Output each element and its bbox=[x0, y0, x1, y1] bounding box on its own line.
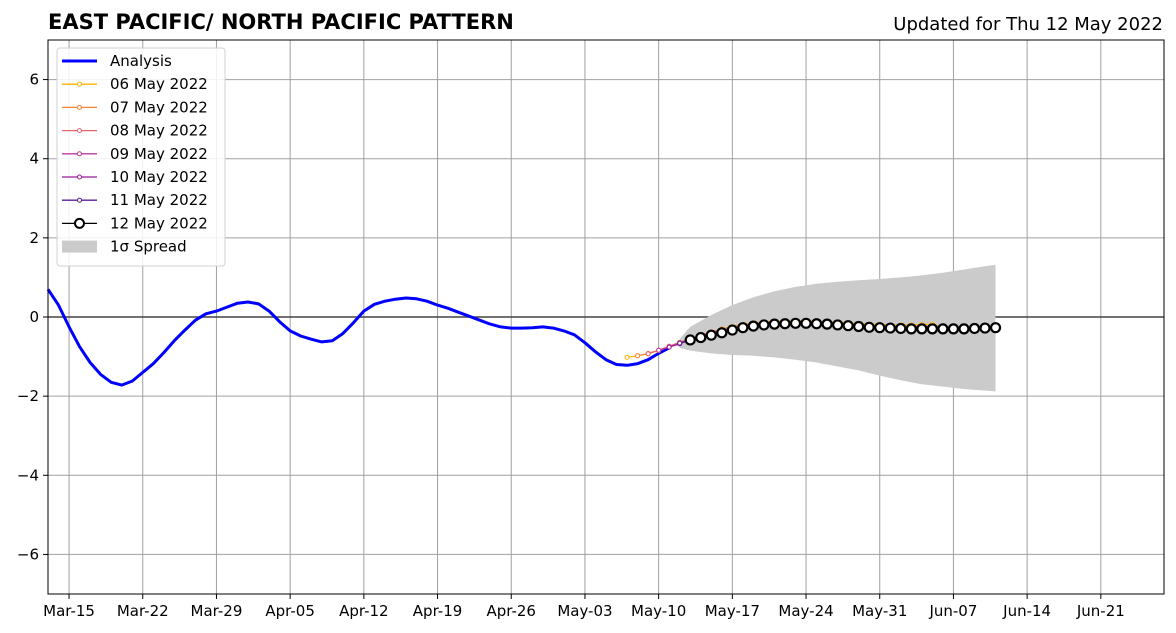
legend-entry: 08 May 2022 bbox=[62, 122, 208, 140]
legend-marker bbox=[77, 174, 82, 180]
x-tick-label: Apr-26 bbox=[486, 602, 536, 620]
y-tick-label: 6 bbox=[29, 71, 39, 89]
forecast-point bbox=[842, 320, 854, 332]
forecast-point bbox=[666, 344, 672, 350]
forecast-point bbox=[695, 331, 707, 344]
y-tick-label: −6 bbox=[17, 545, 39, 563]
forecast-point bbox=[968, 322, 981, 335]
forecast-point bbox=[758, 319, 770, 331]
forecast-point bbox=[789, 317, 802, 329]
forecast-point bbox=[656, 347, 662, 353]
legend-label: Analysis bbox=[110, 52, 172, 70]
legend-marker bbox=[77, 151, 82, 157]
y-tick-label: −2 bbox=[17, 387, 39, 405]
legend-swatch bbox=[62, 240, 97, 253]
x-tick-label: Apr-19 bbox=[413, 602, 463, 620]
y-tick-label: 0 bbox=[29, 308, 39, 326]
legend-label: 12 May 2022 bbox=[110, 214, 208, 232]
forecast-point bbox=[624, 354, 630, 360]
legend-label: 1σ Spread bbox=[110, 238, 187, 256]
legend-label: 08 May 2022 bbox=[110, 122, 208, 140]
forecast-point bbox=[863, 321, 875, 333]
x-tick-label: Apr-12 bbox=[339, 602, 389, 620]
x-tick-label: May-17 bbox=[705, 602, 760, 620]
forecast-point bbox=[853, 320, 865, 333]
x-axis: Mar-15 Mar-22 Mar-29 Apr-05 Apr-12 Apr-19 Apr-… bbox=[43, 594, 1125, 620]
forecast-point bbox=[874, 322, 886, 334]
forecast-point bbox=[716, 327, 728, 339]
x-tick-label: May-31 bbox=[852, 602, 907, 620]
forecast-point bbox=[705, 329, 717, 341]
legend-entry: 09 May 2022 bbox=[62, 145, 208, 163]
legend-entry: 11 May 2022 bbox=[62, 191, 208, 209]
x-tick-label: Apr-05 bbox=[265, 602, 315, 620]
forecast-series bbox=[624, 317, 1002, 360]
x-tick-label: Jun-21 bbox=[1076, 602, 1125, 620]
forecast-point bbox=[926, 323, 938, 335]
x-tick-label: Jun-14 bbox=[1002, 602, 1051, 620]
forecast-point bbox=[937, 323, 949, 335]
forecast-point bbox=[905, 323, 917, 335]
y-tick-label: −4 bbox=[17, 466, 39, 484]
legend: Analysis 06 May 2022 07 May 2022 08 May 202… bbox=[56, 47, 226, 267]
x-tick-label: Mar-22 bbox=[117, 602, 169, 620]
legend-entry: 12 May 2022 bbox=[62, 214, 208, 232]
x-tick-label: Jun-07 bbox=[928, 602, 977, 620]
forecast-point bbox=[884, 322, 896, 334]
forecast-point bbox=[832, 319, 844, 331]
legend-entry: 1σ Spread bbox=[62, 238, 187, 256]
chart-title: EAST PACIFIC/ NORTH PACIFIC PATTERN bbox=[48, 10, 514, 34]
forecast-point bbox=[768, 318, 781, 330]
legend-label: 11 May 2022 bbox=[110, 191, 208, 209]
legend-marker bbox=[77, 197, 82, 203]
forecast-point bbox=[635, 353, 641, 359]
legend-entry: 10 May 2022 bbox=[62, 168, 208, 186]
y-tick-label: 4 bbox=[29, 150, 39, 168]
forecast-point bbox=[684, 334, 696, 346]
forecast-point bbox=[726, 324, 738, 336]
analysis-line bbox=[46, 288, 670, 387]
legend-marker bbox=[74, 217, 85, 229]
legend-box bbox=[56, 47, 226, 267]
forecast-point bbox=[821, 318, 833, 330]
analysis-series bbox=[46, 288, 670, 387]
legend-marker bbox=[77, 104, 82, 110]
chart-subtitle: Updated for Thu 12 May 2022 bbox=[893, 14, 1163, 35]
forecast-point bbox=[916, 323, 928, 335]
legend-marker bbox=[77, 81, 82, 87]
forecast-7 bbox=[684, 317, 1002, 346]
forecast-point bbox=[737, 322, 749, 334]
legend-label: 10 May 2022 bbox=[110, 168, 208, 186]
y-tick-label: 2 bbox=[29, 229, 39, 247]
forecast-point bbox=[747, 320, 759, 332]
legend-marker bbox=[77, 128, 82, 134]
legend-label: 09 May 2022 bbox=[110, 145, 208, 163]
forecast-point bbox=[958, 323, 970, 335]
forecast-point bbox=[947, 323, 960, 335]
forecast-point bbox=[800, 317, 812, 329]
forecast-point bbox=[895, 322, 907, 335]
forecast-point bbox=[779, 318, 791, 330]
legend-entry: 06 May 2022 bbox=[62, 75, 208, 93]
y-axis: −6 −4 −2 0 2 4 6 bbox=[17, 71, 48, 563]
forecast-point bbox=[677, 340, 683, 346]
forecast-point bbox=[810, 318, 823, 330]
legend-label: 07 May 2022 bbox=[110, 98, 208, 116]
legend-entry: 07 May 2022 bbox=[62, 98, 208, 116]
x-tick-label: May-24 bbox=[778, 602, 833, 620]
legend-entry: Analysis bbox=[62, 52, 172, 70]
x-tick-label: May-03 bbox=[557, 602, 612, 620]
x-tick-label: Mar-15 bbox=[43, 602, 95, 620]
forecast-point bbox=[979, 322, 991, 334]
forecast-point bbox=[645, 351, 651, 357]
forecast-point bbox=[989, 322, 1002, 334]
x-tick-label: May-10 bbox=[631, 602, 686, 620]
x-tick-label: Mar-29 bbox=[191, 602, 243, 620]
legend-label: 06 May 2022 bbox=[110, 75, 208, 93]
